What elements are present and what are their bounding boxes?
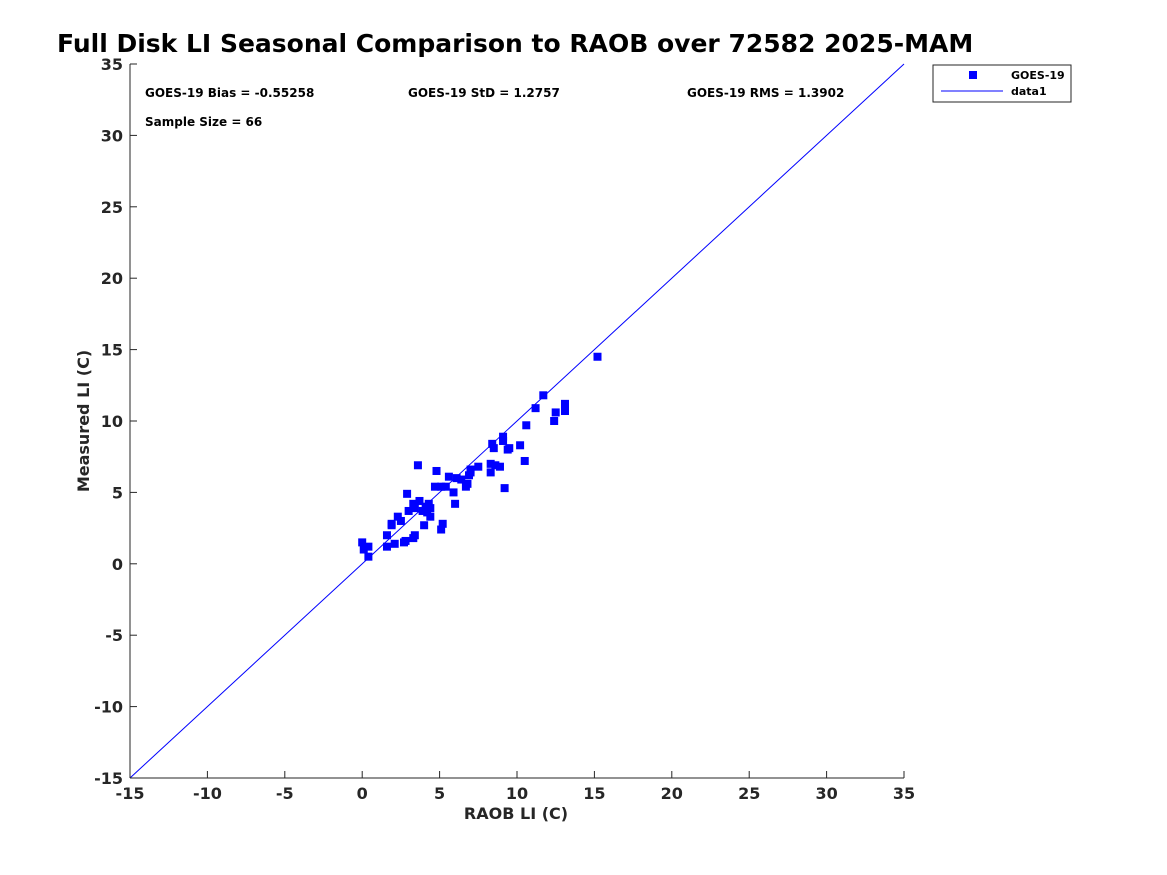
y-tick-label: 10 xyxy=(101,412,123,431)
y-tick-label: 25 xyxy=(101,198,123,217)
x-axis-label: RAOB LI (C) xyxy=(464,804,568,823)
scatter-points xyxy=(358,352,602,561)
x-tick-label: 5 xyxy=(434,784,445,803)
scatter-point xyxy=(560,399,569,408)
y-tick-label: 30 xyxy=(101,126,123,145)
x-tick-label: 15 xyxy=(583,784,605,803)
rms-annotation: GOES-19 RMS = 1.3902 xyxy=(687,86,844,100)
identity-line-group xyxy=(129,63,905,779)
scatter-point xyxy=(520,456,529,465)
bias-annotation: GOES-19 Bias = -0.55258 xyxy=(145,86,314,100)
scatter-point xyxy=(423,508,432,517)
x-tick-label: 0 xyxy=(357,784,368,803)
legend: GOES-19 data1 xyxy=(932,64,1072,103)
scatter-point xyxy=(486,459,495,468)
scatter-point xyxy=(491,461,500,470)
scatter-point xyxy=(358,538,367,547)
scatter-point xyxy=(396,516,405,525)
scatter-point xyxy=(451,499,460,508)
y-tick-label: 15 xyxy=(101,341,123,360)
scatter-point xyxy=(516,441,525,450)
y-tick-label: -5 xyxy=(105,626,123,645)
x-tick-label: 30 xyxy=(815,784,837,803)
scatter-point xyxy=(441,482,450,491)
scatter-point xyxy=(359,545,368,554)
scatter-point xyxy=(474,462,483,471)
scatter-point xyxy=(390,539,399,548)
y-tick-label: -10 xyxy=(94,698,123,717)
scatter-point xyxy=(466,465,475,474)
scatter-point xyxy=(550,417,559,425)
y-tick-label: -15 xyxy=(94,769,123,788)
scatter-point xyxy=(495,462,504,471)
scatter-point xyxy=(393,512,402,521)
scatter-point xyxy=(410,531,419,540)
scatter-point xyxy=(486,468,495,477)
scatter-point xyxy=(387,521,396,530)
legend-marker-goes19 xyxy=(969,71,977,79)
scatter-point xyxy=(500,484,509,493)
scatter-point xyxy=(437,525,446,534)
chart-title: Full Disk LI Seasonal Comparison to RAOB… xyxy=(57,29,973,58)
y-axis-label: Measured LI (C) xyxy=(74,350,93,492)
scatter-point xyxy=(463,479,472,488)
x-tick-label: 20 xyxy=(661,784,683,803)
scatter-point xyxy=(420,521,429,530)
x-tick-label: -10 xyxy=(193,784,222,803)
scatter-point xyxy=(403,489,412,498)
scatter-point xyxy=(522,421,531,430)
scatter-point xyxy=(505,444,514,453)
scatter-point xyxy=(382,542,391,551)
x-tick-label: 10 xyxy=(506,784,528,803)
scatter-point xyxy=(437,482,446,491)
scatter-point xyxy=(539,391,548,400)
plot-area: -15 -10 -5 0 5 10 15 20 25 30 35 -15 -10 -5 0 5 10 15 20 2… xyxy=(94,55,915,803)
y-tick-label: 20 xyxy=(101,269,123,288)
scatter-point xyxy=(457,475,466,484)
sample-size-annotation: Sample Size = 66 xyxy=(145,115,262,129)
scatter-point xyxy=(489,444,498,453)
scatter-point xyxy=(499,432,508,441)
identity-line xyxy=(129,63,905,779)
y-tick-label: 5 xyxy=(112,483,123,502)
scatter-point xyxy=(364,542,373,551)
scatter-point xyxy=(488,439,497,448)
scatter-point xyxy=(430,482,439,491)
x-tick-label: -5 xyxy=(276,784,294,803)
scatter-point xyxy=(499,436,508,445)
scatter-point xyxy=(410,504,419,513)
legend-label-data1: data1 xyxy=(1011,85,1047,98)
scatter-point xyxy=(413,461,422,470)
scatter-point xyxy=(401,536,410,545)
x-ticks: -15 -10 -5 0 5 10 15 20 25 30 35 xyxy=(116,771,915,803)
legend-box xyxy=(932,64,1072,103)
scatter-point xyxy=(551,408,560,417)
scatter-point xyxy=(426,504,435,513)
scatter-point xyxy=(444,472,453,481)
scatter-point xyxy=(415,496,424,505)
y-ticks: -15 -10 -5 0 5 10 15 20 25 30 35 xyxy=(94,55,137,788)
scatter-point xyxy=(432,466,441,475)
scatter-point xyxy=(421,502,430,511)
scatter-point xyxy=(404,506,413,515)
scatter-point xyxy=(449,488,458,497)
scatter-point xyxy=(452,474,461,483)
x-tick-label: -15 xyxy=(116,784,145,803)
scatter-point xyxy=(418,506,427,515)
legend-label-goes19: GOES-19 xyxy=(1011,69,1065,82)
scatter-point xyxy=(593,352,602,361)
x-tick-label: 25 xyxy=(738,784,760,803)
scatter-point xyxy=(382,531,391,540)
scatter-point xyxy=(438,519,447,528)
y-tick-label: 35 xyxy=(101,55,123,74)
scatter-point xyxy=(364,552,373,561)
x-tick-label: 35 xyxy=(893,784,915,803)
std-annotation: GOES-19 StD = 1.2757 xyxy=(408,86,560,100)
scatter-point xyxy=(560,407,569,416)
scatter-point xyxy=(409,499,418,508)
scatter-point xyxy=(531,404,540,413)
scatter-point xyxy=(426,512,435,521)
y-tick-label: 0 xyxy=(112,555,123,574)
